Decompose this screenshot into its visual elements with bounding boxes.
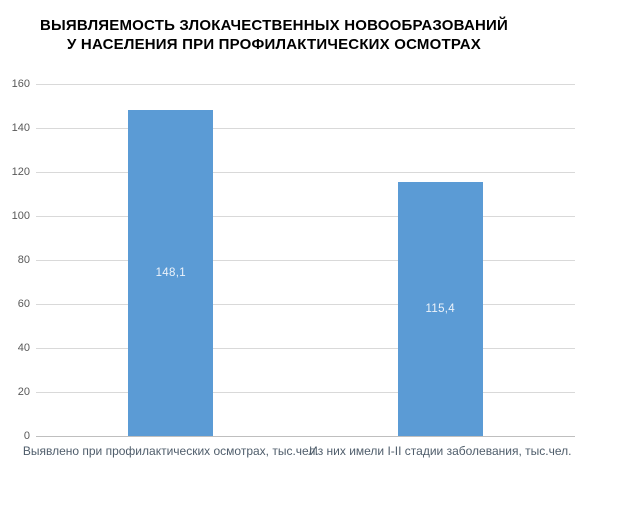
y-axis-tick-label-140: 140: [11, 122, 30, 134]
gridline-80: [36, 260, 575, 261]
gridline-60: [36, 304, 575, 305]
y-axis-tick-label-120: 120: [11, 166, 30, 178]
x-axis-category-label-2: Из них имели I-II стадии заболевания, ты…: [309, 444, 572, 458]
y-axis-tick-label-40: 40: [17, 342, 30, 354]
bar-value-label-1: 148,1: [155, 267, 186, 280]
gridline-120: [36, 172, 575, 173]
gridline-140: [36, 128, 575, 129]
gridline-100: [36, 216, 575, 217]
y-axis-tick-label-100: 100: [11, 210, 30, 222]
bar-1: 148,1: [128, 110, 214, 436]
chart-title-line2: У НАСЕЛЕНИЯ ПРИ ПРОФИЛАКТИЧЕСКИХ ОСМОТРА…: [67, 36, 481, 53]
gridline-160: [36, 84, 575, 85]
gridline-20: [36, 392, 575, 393]
bar-2: 115,4: [397, 182, 483, 436]
chart-title: ВЫЯВЛЯЕМОСТЬ ЗЛОКАЧЕСТВЕННЫХ НОВООБРАЗОВ…: [0, 16, 548, 54]
y-axis-tick-label-0: 0: [23, 430, 30, 442]
x-axis-category-label-1: Выявлено при профилактических осмотрах, …: [22, 444, 319, 458]
y-axis-tick-label-60: 60: [17, 298, 30, 310]
chart-title-line1: ВЫЯВЛЯЕМОСТЬ ЗЛОКАЧЕСТВЕННЫХ НОВООБРАЗОВ…: [40, 17, 508, 34]
gridline-40: [36, 348, 575, 349]
y-axis-tick-label-80: 80: [17, 254, 30, 266]
y-axis-tick-label-20: 20: [17, 386, 30, 398]
bar-value-label-2: 115,4: [425, 303, 455, 316]
x-axis-line: [36, 436, 575, 437]
y-axis-tick-label-160: 160: [11, 78, 30, 90]
